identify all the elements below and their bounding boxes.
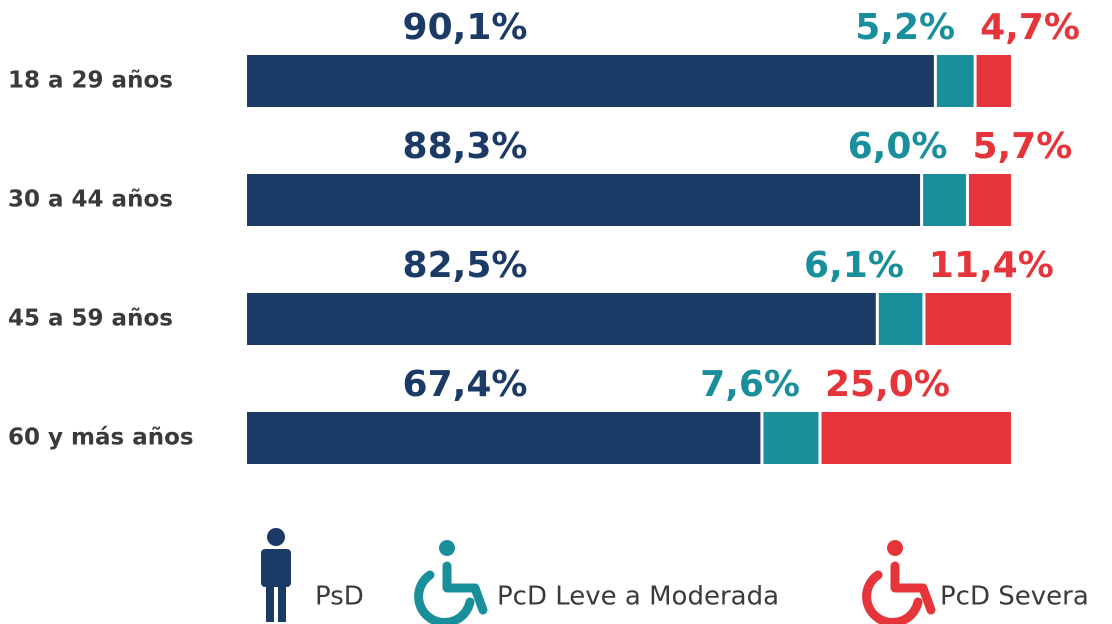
legend-icon-leve	[414, 540, 488, 624]
value-label: 4,7%	[980, 7, 1080, 48]
bar-segment	[821, 412, 1011, 464]
bar-segment	[247, 412, 761, 464]
legend-icon-psd	[261, 528, 291, 622]
value-label: 90,1%	[403, 7, 528, 48]
bar-segment	[925, 293, 1011, 345]
category-label: 60 y más años	[8, 425, 194, 451]
category-label: 30 a 44 años	[8, 187, 173, 213]
value-label: 11,4%	[929, 245, 1054, 286]
legend-icon-severa	[862, 540, 936, 624]
value-label: 6,1%	[804, 245, 904, 286]
bar-segment	[247, 293, 876, 345]
bar-segment	[878, 293, 923, 345]
value-label: 88,3%	[403, 126, 528, 167]
value-label: 5,7%	[972, 126, 1072, 167]
value-label: 7,6%	[700, 364, 800, 405]
bar-segment	[936, 55, 974, 107]
value-label: 67,4%	[403, 364, 528, 405]
value-label: 5,2%	[855, 7, 955, 48]
legend-label: PcD Severa	[940, 582, 1089, 612]
bar-segment	[763, 412, 819, 464]
category-label: 45 a 59 años	[8, 306, 173, 332]
category-label: 18 a 29 años	[8, 68, 173, 94]
value-label: 6,0%	[848, 126, 948, 167]
value-label: 82,5%	[403, 245, 528, 286]
bar-segment	[968, 174, 1011, 226]
legend-label: PsD	[315, 582, 364, 612]
bar-segment	[247, 55, 934, 107]
legend-label: PcD Leve a Moderada	[497, 582, 779, 612]
value-label: 25,0%	[825, 364, 950, 405]
bar-segment	[247, 174, 921, 226]
legend: PsD PcD Leve a Moderada PcD Severa	[261, 528, 1089, 624]
bar-segment	[976, 55, 1011, 107]
bar-segment	[923, 174, 966, 226]
